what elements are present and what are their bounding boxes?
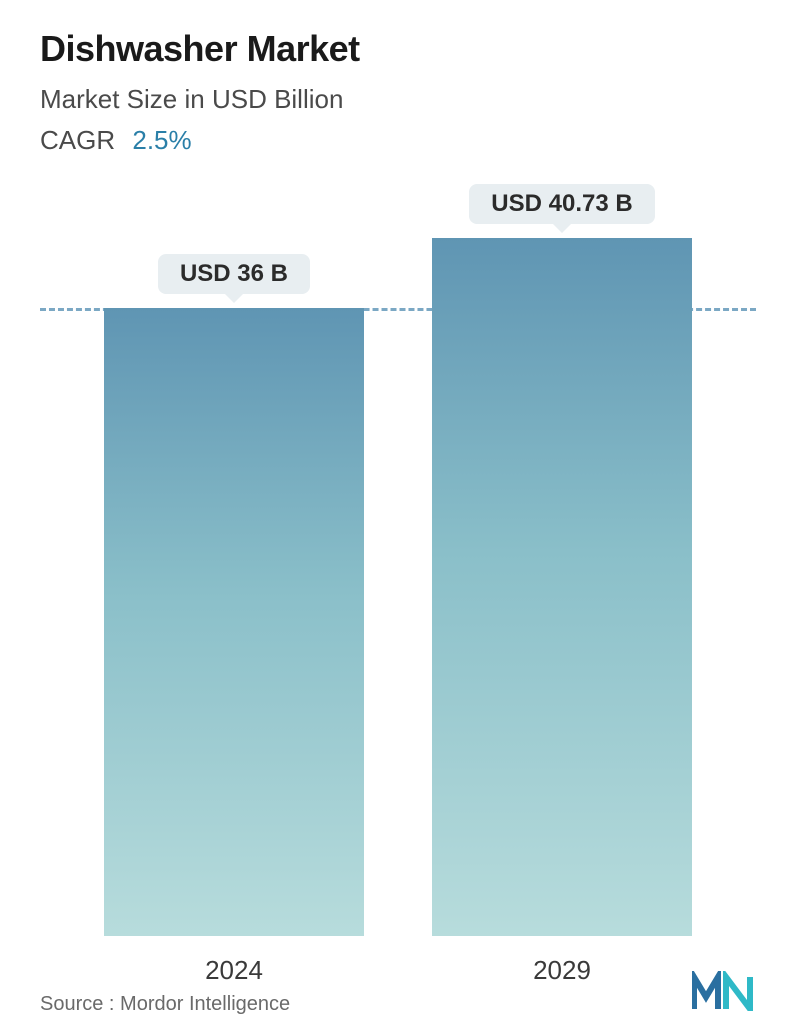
value-pill: USD 40.73 B: [469, 184, 654, 224]
chart-subtitle: Market Size in USD Billion: [40, 84, 756, 115]
cagr-value: 2.5%: [132, 125, 191, 155]
value-pill: USD 36 B: [158, 254, 310, 294]
bar-slot: USD 40.73 B: [432, 238, 692, 936]
chart-title: Dishwasher Market: [40, 28, 756, 70]
mordor-logo-icon: [692, 971, 756, 1016]
footer: Source : Mordor Intelligence: [40, 971, 756, 1016]
bar: [432, 238, 692, 936]
bar-slot: USD 36 B: [104, 308, 364, 936]
cagr-label: CAGR: [40, 125, 115, 155]
chart-area: USD 36 BUSD 40.73 B 20242029: [40, 216, 756, 936]
bars-wrap: USD 36 B USD 40.73 B: [40, 216, 756, 936]
chart-container: Dishwasher Market Market Size in USD Bil…: [0, 0, 796, 1034]
cagr-row: CAGR 2.5%: [40, 125, 756, 156]
source-text: Source : Mordor Intelligence: [40, 993, 290, 1016]
bar: [104, 308, 364, 936]
